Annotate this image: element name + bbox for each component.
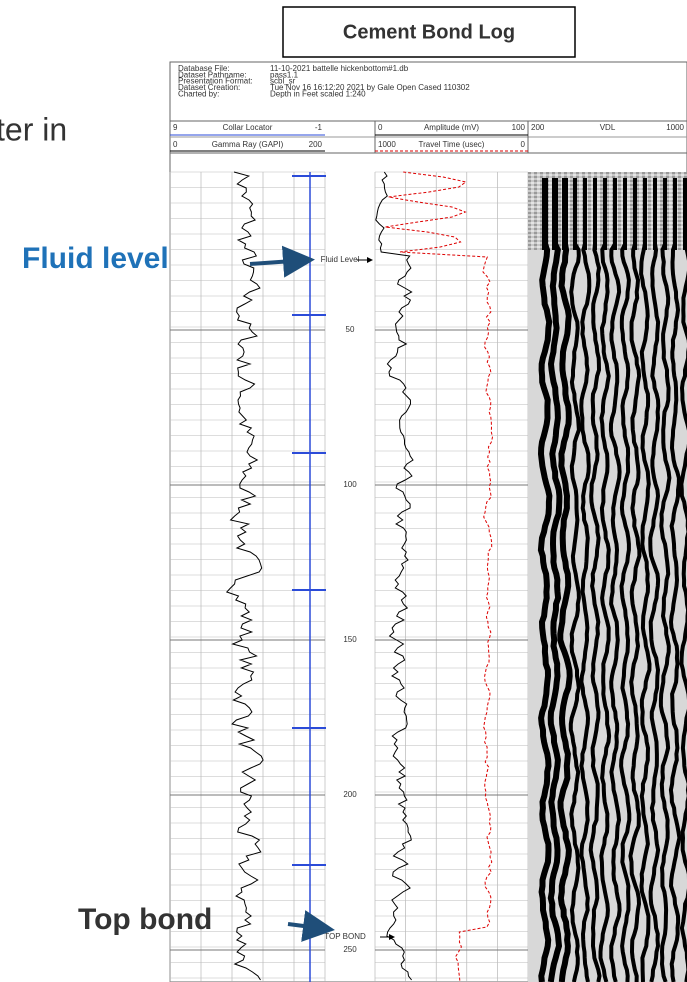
slide: Database File:11-10-2021 battelle hicken… [0, 0, 687, 982]
slide-canvas: Database File:11-10-2021 battelle hicken… [0, 0, 687, 982]
track-min: 200 [531, 123, 545, 132]
track-min: 9 [173, 123, 178, 132]
marker-label: TOP BOND [324, 932, 366, 941]
track-name: Collar Locator [223, 123, 273, 132]
marker-label: Fluid Level [321, 255, 360, 264]
depth-label: 200 [343, 790, 357, 799]
track-min: 0 [173, 140, 178, 149]
track-name: VDL [600, 123, 616, 132]
header-label: Charted by: [178, 89, 219, 98]
top-bond-callout: Top bond [78, 903, 212, 936]
header-value: Depth in Feet scaled 1:240 [270, 89, 366, 98]
depth-label: 250 [343, 945, 357, 954]
depth-label: 150 [343, 635, 357, 644]
track-min: 1000 [378, 140, 396, 149]
track-max: 1000 [666, 123, 684, 132]
slide-text: ter in [0, 111, 67, 147]
depth-label: 100 [343, 480, 357, 489]
fluid-level-callout: Fluid level [22, 242, 169, 275]
track-max: 200 [309, 140, 323, 149]
track-max: 0 [521, 140, 526, 149]
track-min: 0 [378, 123, 383, 132]
track-name: Gamma Ray (GAPI) [212, 140, 284, 149]
depth-label: 50 [346, 325, 355, 334]
title: Cement Bond Log [343, 21, 515, 43]
track-max: -1 [315, 123, 323, 132]
track-max: 100 [512, 123, 526, 132]
track-name: Travel Time (usec) [419, 140, 485, 149]
track-name: Amplitude (mV) [424, 123, 479, 132]
